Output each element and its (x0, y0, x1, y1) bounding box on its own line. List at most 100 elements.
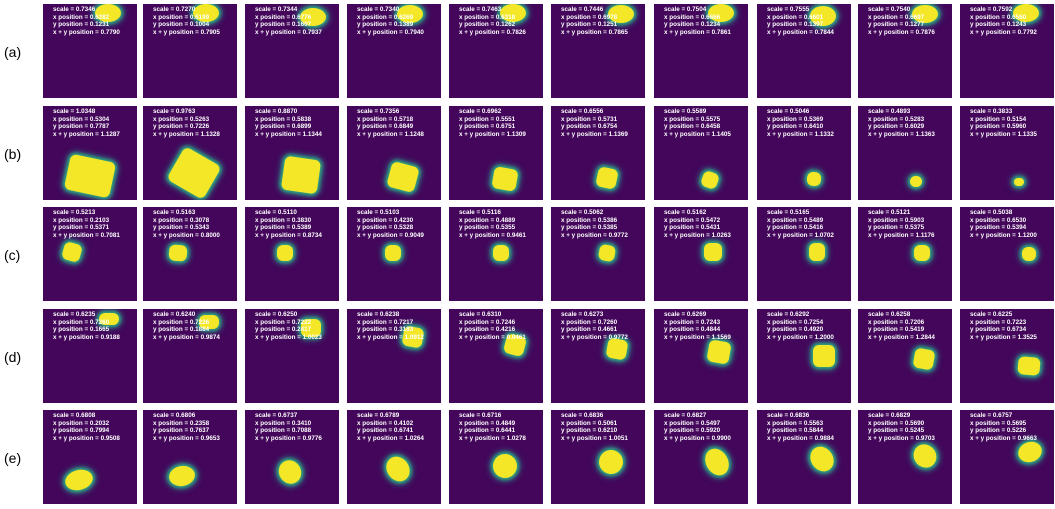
stat-x-position: x position = 0.4889 (459, 216, 516, 224)
shape-blob (167, 463, 197, 489)
shape-blob (700, 444, 734, 480)
stat-x-position: x position = 0.5472 (664, 216, 721, 224)
stat-scale: scale = 1.0348 (53, 108, 96, 115)
stat-scale: scale = 0.5589 (664, 108, 707, 115)
shape-blob (1013, 4, 1039, 22)
stat-y-position: y position = 0.1262 (459, 21, 516, 29)
panel-stats: scale = 0.6716 x position = 0.4849 y posit… (459, 412, 526, 442)
panel-stats: scale = 0.7504 x position = 0.6666 y posit… (664, 6, 731, 36)
image-panel: scale = 0.5589 x position = 0.5575 y posit… (654, 106, 748, 200)
image-panel: scale = 0.6829 x position = 0.5690 y posit… (858, 410, 952, 504)
stat-scale: scale = 0.7446 (561, 6, 604, 13)
panel-stats: scale = 0.6806 x position = 0.2358 y posit… (153, 412, 220, 442)
row-label: (d) (4, 349, 22, 365)
image-panel: scale = 1.0348 x position = 0.5304 y posit… (43, 106, 137, 200)
panel-stats: scale = 0.6556 x position = 0.5731 y posit… (561, 108, 628, 138)
panel-stats: scale = 0.6829 x position = 0.5690 y posit… (868, 412, 935, 442)
stat-x-position: x position = 0.6199 (153, 13, 210, 21)
stat-scale: scale = 0.6250 (255, 311, 298, 318)
stat-x-position: x position = 0.7254 (767, 318, 824, 326)
stat-x-position: x position = 0.6978 (561, 13, 618, 21)
stat-xy-position: x + y position = 1.0278 (459, 434, 526, 442)
stat-x-position: x position = 0.4102 (357, 419, 414, 427)
stat-xy-position: x + y position = 1.0051 (561, 434, 628, 442)
image-panel: scale = 0.7555 x position = 0.6601 y posit… (757, 4, 851, 98)
stat-xy-position: x + y position = 0.9653 (153, 434, 220, 442)
stat-scale: scale = 0.7592 (970, 6, 1013, 13)
stat-xy-position: x + y position = 0.9461 (459, 333, 526, 341)
stat-xy-position: x + y position = 1.0023 (255, 333, 322, 341)
stat-x-position: x position = 0.3078 (153, 216, 210, 224)
image-panel: scale = 0.4893 x position = 0.5283 y posit… (858, 106, 952, 200)
panel-stats: scale = 0.6240 x position = 0.7226 y posit… (153, 311, 220, 341)
stat-scale: scale = 0.6225 (970, 311, 1013, 318)
stat-xy-position: x + y position = 0.7940 (357, 28, 424, 36)
shape-blob (699, 169, 721, 191)
stat-y-position: y position = 0.1607 (255, 21, 312, 29)
image-panel: scale = 0.5163 x position = 0.3078 y posit… (143, 207, 237, 301)
stat-scale: scale = 0.7346 (53, 6, 96, 13)
panel-stats: scale = 0.5062 x position = 0.5386 y posit… (561, 209, 628, 239)
stat-y-position: y position = 0.1251 (561, 21, 618, 29)
panel-stats: scale = 0.4893 x position = 0.5283 y posit… (868, 108, 935, 138)
image-panel: scale = 0.5046 x position = 0.5369 y posit… (757, 106, 851, 200)
panel-stats: scale = 0.6269 x position = 0.7243 y posit… (664, 311, 731, 341)
stat-y-position: y position = 0.5431 (664, 224, 721, 232)
shape-blob (274, 456, 306, 488)
stat-y-position: y position = 0.5394 (970, 224, 1027, 232)
stat-x-position: x position = 0.5386 (561, 216, 618, 224)
stat-scale: scale = 0.6292 (767, 311, 810, 318)
image-panel: scale = 0.6238 x position = 0.7217 y posit… (347, 309, 441, 403)
image-panel: scale = 0.5110 x position = 0.3830 y posit… (245, 207, 339, 301)
stat-x-position: x position = 0.7246 (459, 318, 516, 326)
stat-scale: scale = 0.6238 (357, 311, 400, 318)
panel-stats: scale = 0.6808 x position = 0.2032 y posit… (53, 412, 120, 442)
stat-y-position: y position = 0.7787 (53, 123, 110, 131)
stat-y-position: y position = 0.6029 (868, 123, 925, 131)
stat-x-position: x position = 0.6282 (53, 13, 110, 21)
stat-x-position: x position = 0.5154 (970, 115, 1027, 123)
panel-stats: scale = 0.6789 x position = 0.4102 y posit… (357, 412, 424, 442)
stat-x-position: x position = 0.4230 (357, 216, 414, 224)
image-panel: scale = 0.7344 x position = 0.6776 y posit… (245, 4, 339, 98)
shape-blob (706, 339, 732, 365)
image-panel: scale = 0.6269 x position = 0.7243 y posit… (654, 309, 748, 403)
stat-scale: scale = 0.5046 (767, 108, 810, 115)
panel-stats: scale = 0.5589 x position = 0.5575 y posit… (664, 108, 731, 138)
stat-scale: scale = 0.7504 (664, 6, 707, 13)
stat-scale: scale = 0.6836 (561, 412, 604, 419)
panel-stats: scale = 0.9763 x position = 0.5263 y posit… (153, 108, 220, 138)
stat-xy-position: x + y position = 1.1569 (664, 333, 731, 341)
stat-y-position: y position = 0.6754 (561, 123, 618, 131)
stat-xy-position: x + y position = 1.1287 (53, 130, 120, 138)
stat-y-position: y position = 0.6899 (255, 123, 312, 131)
stat-scale: scale = 0.5213 (53, 209, 96, 216)
stat-scale: scale = 0.5116 (459, 209, 501, 216)
stat-xy-position: x + y position = 0.7081 (53, 231, 120, 239)
stat-scale: scale = 0.6273 (561, 311, 604, 318)
stat-scale: scale = 0.7540 (868, 6, 911, 13)
stat-x-position: x position = 0.6269 (357, 13, 414, 21)
stat-x-position: x position = 0.6697 (868, 13, 925, 21)
stat-y-position: y position = 0.5844 (767, 427, 824, 435)
panel-stats: scale = 0.6273 x position = 0.7260 y posit… (561, 311, 628, 341)
stat-y-position: y position = 0.4216 (459, 326, 516, 334)
shape-blob (63, 153, 117, 199)
shape-blob (193, 4, 219, 22)
stat-scale: scale = 0.6269 (664, 311, 707, 318)
stat-x-position: x position = 0.7243 (664, 318, 721, 326)
shape-blob (99, 313, 119, 325)
shape-blob (300, 8, 326, 26)
panel-stats: scale = 0.6235 x position = 0.7260 y posit… (53, 311, 120, 341)
shape-blob (491, 166, 519, 192)
stat-y-position: y position = 0.6210 (561, 427, 618, 435)
image-panel: scale = 0.7446 x position = 0.6978 y posit… (551, 4, 645, 98)
stat-x-position: x position = 0.2103 (53, 216, 110, 224)
row-label: (b) (4, 146, 22, 162)
image-panel: scale = 0.5165 x position = 0.5489 y posit… (757, 207, 851, 301)
panel-stats: scale = 0.6757 x position = 0.5695 y posit… (970, 412, 1037, 442)
stat-x-position: x position = 0.4849 (459, 419, 516, 427)
stat-xy-position: x + y position = 1.0264 (357, 434, 424, 442)
stat-x-position: x position = 0.7226 (153, 318, 210, 326)
